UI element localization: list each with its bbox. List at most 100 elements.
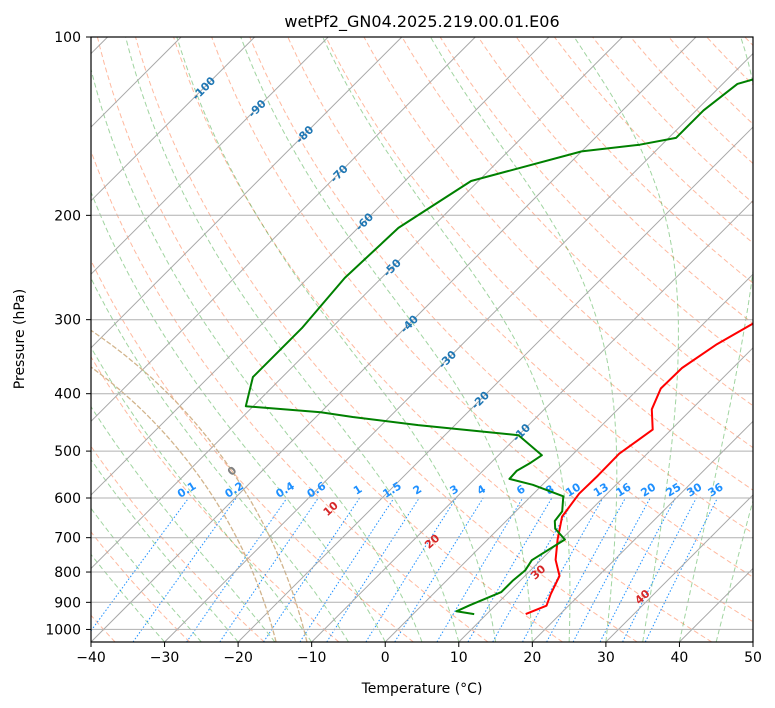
boundary-curve <box>91 329 308 642</box>
mixing-ratio-line <box>263 497 361 642</box>
x-tick-label: −20 <box>223 650 253 666</box>
mixing-ratio-line <box>522 497 604 642</box>
isotherm-line <box>91 37 256 202</box>
mixing-ratio-line <box>299 497 395 642</box>
chart-background-lines <box>91 37 753 642</box>
dry-adiabat-label: 0 <box>225 464 240 479</box>
moist-adiabat-line <box>678 37 753 642</box>
dry-adiabat-label: 20 <box>422 531 442 551</box>
y-tick-label: 300 <box>54 313 81 329</box>
y-tick-label: 800 <box>54 565 81 581</box>
moist-adiabat-line <box>322 37 571 642</box>
x-tick-label: −40 <box>76 650 106 666</box>
dry-adiabat-line <box>211 37 753 623</box>
x-tick-label: 20 <box>523 650 541 666</box>
y-axis-ticks: 100 200 300 400 500 600 700 800 900 1000 <box>45 30 91 638</box>
moist-adiabat-line <box>91 458 239 642</box>
x-tick-label: 10 <box>450 650 468 666</box>
dry-adiabat-line <box>91 149 489 642</box>
isotherm-line <box>91 37 697 642</box>
isotherm-label: -100 <box>190 74 219 103</box>
y-tick-label: 900 <box>54 595 81 611</box>
moist-adiabat-line <box>91 277 349 642</box>
dry-adiabat-line <box>706 37 753 86</box>
background-line-labels: 0.1 0.2 0.4 0.6 1 1.5 2 3 4 6 8 10 13 16 20 25 30 36-100-… <box>175 74 726 607</box>
dry-adiabat-line <box>91 531 191 642</box>
isotherm-line <box>91 37 623 570</box>
moist-adiabat-line <box>125 37 460 642</box>
dry-adiabat-line <box>554 37 753 244</box>
mixing-ratio-line <box>219 497 319 642</box>
moist-adiabat-line <box>91 405 276 642</box>
isotherm-line <box>752 641 753 642</box>
mixing-ratio-line <box>546 497 626 642</box>
dry-adiabat-line <box>249 37 753 578</box>
moist-adiabat-line <box>240 37 533 642</box>
isotherm-line <box>605 494 753 642</box>
y-axis-label: Pressure (hPa) <box>12 289 28 389</box>
x-tick-label: −30 <box>150 650 180 666</box>
isotherm-line <box>679 567 753 642</box>
dry-adiabat-line <box>363 37 753 449</box>
temperature-line <box>525 322 753 616</box>
moist-adiabat-line <box>91 507 202 642</box>
moist-adiabat-line <box>430 37 618 642</box>
chart-title: wetPf2_GN04.2025.219.00.01.E06 <box>284 12 559 32</box>
dewpoint-line <box>244 78 753 616</box>
moist-adiabat-line <box>176 37 497 642</box>
x-tick-label: 30 <box>597 650 615 666</box>
isotherm-line <box>91 37 329 275</box>
pressure-gridlines <box>91 37 753 630</box>
mixing-ratio-label: 13 <box>591 480 611 499</box>
dry-adiabat-line <box>91 355 340 642</box>
dry-adiabat-label: 40 <box>632 587 652 607</box>
dry-adiabat-line <box>91 259 414 642</box>
mixing-ratio-line <box>572 497 651 642</box>
mixing-ratio-label: 0.4 <box>273 479 297 501</box>
dry-adiabat-line <box>325 37 753 491</box>
y-tick-label: 400 <box>54 387 81 403</box>
x-tick-label: 0 <box>381 650 390 666</box>
dry-adiabat-line <box>135 37 638 642</box>
isotherm-line <box>458 347 753 642</box>
dry-adiabat-line <box>91 445 265 642</box>
sounding-series <box>244 78 753 616</box>
dry-adiabat-line <box>744 37 753 47</box>
dry-adiabat-line <box>668 37 753 125</box>
x-tick-label: 40 <box>671 650 689 666</box>
mixing-ratio-label: 6 <box>514 482 528 497</box>
mixing-ratio-label: 2 <box>411 482 424 497</box>
isotherm-line <box>237 126 753 642</box>
mixing-ratio-line <box>326 497 420 642</box>
x-axis-ticks: −40 −30 −20 −10 0 10 20 30 40 50 <box>76 642 762 666</box>
mixing-ratio-label: 1 <box>351 482 364 497</box>
mixing-ratio-line <box>394 497 484 642</box>
x-axis-label: Temperature (°C) <box>361 681 483 697</box>
y-tick-label: 100 <box>54 30 81 46</box>
isotherm-line <box>91 37 403 349</box>
moist-adiabat-line <box>91 190 386 642</box>
mixing-ratio-label: 20 <box>638 480 658 499</box>
moist-adiabat-line <box>573 37 679 642</box>
dry-adiabat-line <box>401 37 753 407</box>
dry-adiabat-line <box>515 37 753 284</box>
x-tick-label: −10 <box>297 650 327 666</box>
moist-adiabat-line <box>91 346 313 642</box>
dry-adiabat-line <box>96 37 563 642</box>
isotherm-line <box>531 420 753 642</box>
isotherm-label: -50 <box>381 256 404 279</box>
mixing-ratio-line <box>622 497 697 642</box>
mixing-ratio-label: 30 <box>685 480 705 499</box>
mixing-ratio-line <box>132 497 237 642</box>
mixing-ratio-line <box>644 497 718 642</box>
mixing-ratio-label: 36 <box>706 480 726 499</box>
boundary-curve <box>91 366 277 642</box>
mixing-ratio-label: 4 <box>475 482 489 497</box>
plot-frame <box>90 36 754 643</box>
mixing-ratio-line <box>599 497 676 642</box>
dry-adiabat-line <box>477 37 753 325</box>
dry-adiabat-line <box>287 37 753 534</box>
y-tick-label: 600 <box>54 491 81 507</box>
moist-adiabat-line <box>715 498 753 642</box>
y-tick-label: 700 <box>54 531 81 547</box>
